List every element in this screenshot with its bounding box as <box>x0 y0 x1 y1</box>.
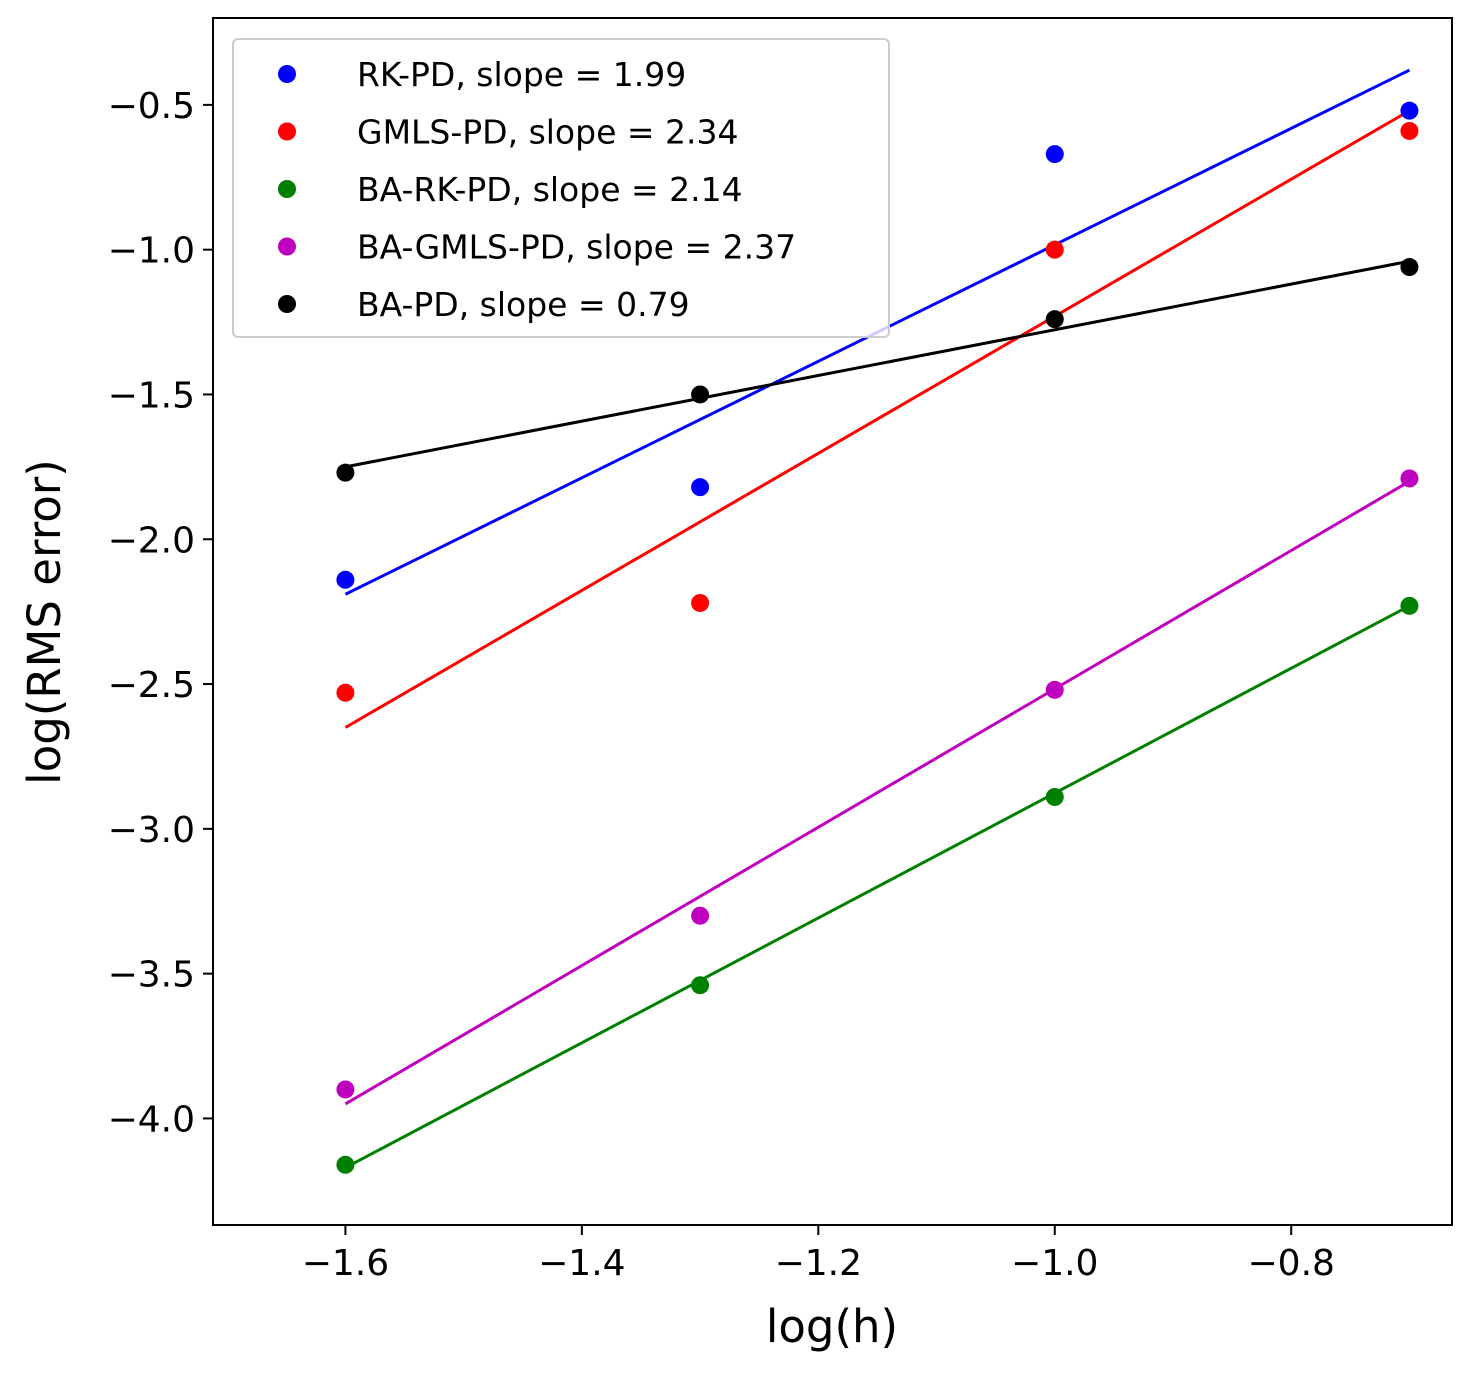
fit-line <box>345 259 1410 469</box>
y-tick-label: −1.0 <box>108 231 195 272</box>
data-point <box>1045 145 1064 164</box>
fit-line <box>344 480 1411 1106</box>
x-tick-label: −0.8 <box>1248 1243 1335 1284</box>
x-axis-label: log(h) <box>766 1300 898 1353</box>
legend-marker <box>278 65 296 83</box>
data-point <box>691 906 710 925</box>
legend-marker <box>278 295 296 313</box>
data-point <box>691 478 710 497</box>
legend-label: GMLS-PD, slope = 2.34 <box>357 113 738 152</box>
axes-frame <box>212 17 1453 1226</box>
data-point <box>691 976 710 995</box>
data-point <box>336 1080 355 1099</box>
data-point <box>691 385 710 404</box>
data-point <box>1045 787 1064 806</box>
legend-label: RK-PD, slope = 1.99 <box>357 55 686 94</box>
y-axis: −4.0 −3.5 −3.0 −2.5 −2.0 −1.5 −1.0 −0.5 <box>108 86 213 1140</box>
y-tick-label: −4.0 <box>108 1099 195 1140</box>
legend-label: BA-RK-PD, slope = 2.14 <box>357 170 743 209</box>
legend-marker <box>278 180 296 198</box>
data-point <box>1045 240 1064 259</box>
y-tick-label: −2.5 <box>108 665 195 706</box>
x-tick-label: −1.6 <box>302 1243 389 1284</box>
x-tick-label: −1.4 <box>538 1243 625 1284</box>
y-tick-label: −3.5 <box>108 955 195 996</box>
legend-marker <box>278 237 296 256</box>
x-axis: −1.6 −1.4 −1.2 −1.0 −0.8 <box>302 1225 1335 1284</box>
data-point <box>1400 258 1419 277</box>
data-point <box>336 1155 355 1174</box>
y-axis-label: log(RMS error) <box>18 459 71 785</box>
data-point <box>336 683 355 702</box>
legend-marker <box>278 122 296 141</box>
x-tick-label: −1.0 <box>1011 1243 1098 1284</box>
data-points <box>336 101 1419 1174</box>
data-point <box>1400 121 1419 140</box>
data-point <box>336 570 355 589</box>
y-tick-label: −3.0 <box>108 810 195 851</box>
y-tick-label: −1.5 <box>108 375 195 416</box>
data-point <box>1400 596 1419 615</box>
data-point <box>1045 680 1064 699</box>
legend-label: BA-GMLS-PD, slope = 2.37 <box>357 228 796 267</box>
data-point <box>691 593 710 612</box>
fit-line <box>344 604 1411 1169</box>
data-point <box>1045 310 1064 329</box>
y-tick-label: −0.5 <box>108 86 195 127</box>
legend-box <box>232 38 890 338</box>
data-point <box>1400 101 1419 120</box>
legend: RK-PD, slope = 1.99 GMLS-PD, slope = 2.34… <box>232 38 890 338</box>
data-point <box>1400 469 1419 488</box>
x-tick-label: −1.2 <box>775 1243 862 1284</box>
legend-label: BA-PD, slope = 0.79 <box>357 285 690 324</box>
data-point <box>336 463 355 482</box>
y-tick-label: −2.0 <box>108 520 195 561</box>
fit-line <box>344 109 1411 729</box>
